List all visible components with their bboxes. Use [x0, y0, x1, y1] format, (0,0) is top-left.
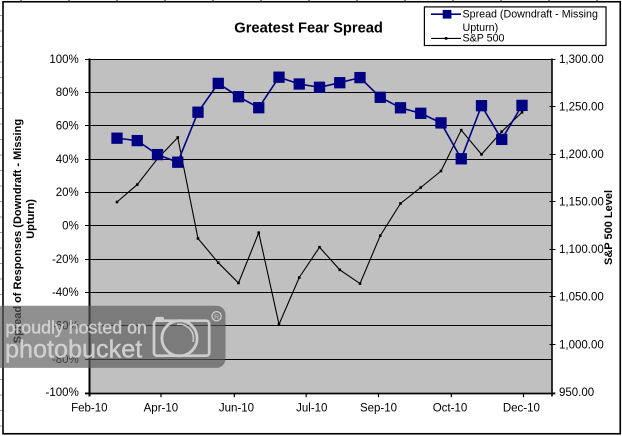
svg-text:Spread (Downdraft - Missing: Spread (Downdraft - Missing: [463, 8, 598, 20]
svg-text:0%: 0%: [62, 221, 79, 233]
svg-text:1,100.00: 1,100.00: [559, 244, 604, 256]
svg-text:1,300.00: 1,300.00: [559, 54, 604, 66]
svg-text:1,150.00: 1,150.00: [559, 197, 604, 209]
svg-text:1,200.00: 1,200.00: [559, 149, 604, 161]
svg-text:Feb-10: Feb-10: [71, 403, 107, 415]
svg-text:Apr-10: Apr-10: [144, 403, 179, 415]
svg-text:60%: 60%: [56, 121, 79, 133]
svg-text:100%: 100%: [49, 54, 78, 66]
svg-text:Jun-10: Jun-10: [219, 403, 254, 415]
svg-text:Dec-10: Dec-10: [503, 403, 540, 415]
svg-text:Oct-10: Oct-10: [433, 403, 468, 415]
svg-text:-20%: -20%: [52, 254, 79, 266]
svg-text:R: R: [214, 314, 219, 321]
svg-text:Upturn): Upturn): [463, 22, 499, 34]
svg-text:1,000.00: 1,000.00: [559, 339, 604, 351]
svg-text:1,250.00: 1,250.00: [559, 102, 604, 114]
svg-text:photobucket: photobucket: [5, 336, 142, 364]
svg-text:950.00: 950.00: [559, 387, 594, 399]
svg-text:S&P 500: S&P 500: [463, 32, 505, 44]
svg-text:Greatest Fear Spread: Greatest Fear Spread: [234, 20, 383, 36]
svg-text:40%: 40%: [56, 154, 79, 166]
svg-text:20%: 20%: [56, 187, 79, 199]
svg-text:1,050.00: 1,050.00: [559, 292, 604, 304]
svg-text:-100%: -100%: [46, 387, 79, 399]
svg-text:Sep-10: Sep-10: [360, 403, 397, 415]
svg-text:Jul-10: Jul-10: [296, 403, 327, 415]
svg-text:Upturn): Upturn): [25, 199, 37, 239]
svg-text:80%: 80%: [56, 87, 79, 99]
svg-text:S&P 500 Level: S&P 500 Level: [603, 190, 615, 265]
svg-text:-40%: -40%: [52, 287, 79, 299]
svg-text:Spread of Responses (Downdraft: Spread of Responses (Downdraft - Missing: [12, 119, 24, 343]
svg-text:proudly hosted on: proudly hosted on: [6, 318, 147, 338]
